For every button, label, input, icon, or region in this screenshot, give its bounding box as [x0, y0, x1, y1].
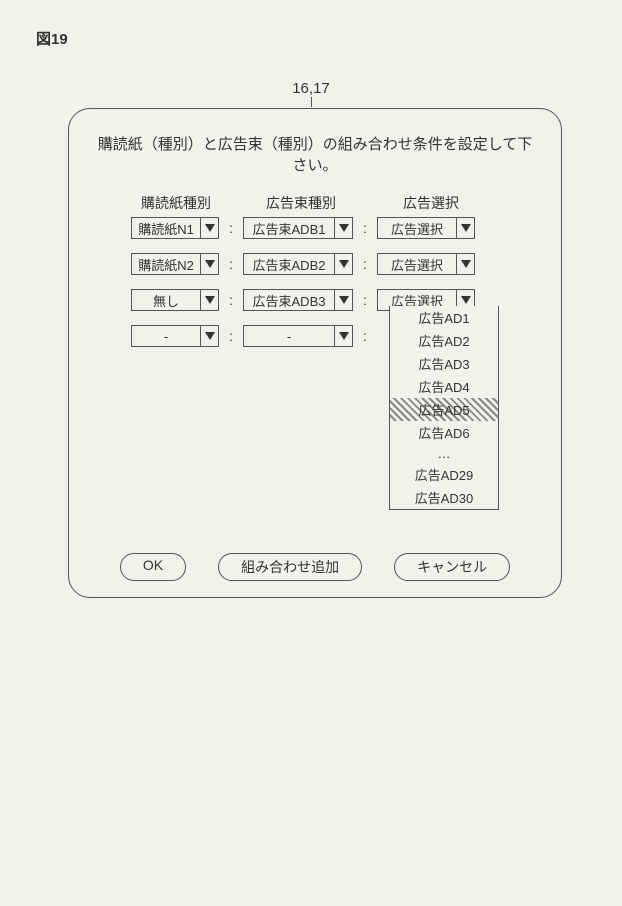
separator: : [219, 328, 243, 344]
dropdown-value: 広告束ADB3 [244, 290, 334, 310]
adbundle-dropdown[interactable]: - [243, 325, 353, 347]
separator: : [219, 292, 243, 308]
dropdown-value: 広告束ADB1 [244, 218, 334, 238]
adselect-options-list[interactable]: 広告AD1広告AD2広告AD3広告AD4広告AD5広告AD6…広告AD29広告A… [389, 306, 499, 510]
dropdown-value: 購読紙N2 [132, 254, 200, 274]
list-item[interactable]: 広告AD4 [390, 375, 498, 398]
adbundle-dropdown[interactable]: 広告束ADB3 [243, 289, 353, 311]
chevron-down-icon [200, 326, 218, 346]
condition-row: 購読紙N2 : 広告束ADB2 : 広告選択 [131, 253, 537, 275]
dropdown-value: 購読紙N1 [132, 218, 200, 238]
adbundle-dropdown[interactable]: 広告束ADB2 [243, 253, 353, 275]
subscription-dropdown[interactable]: 購読紙N1 [131, 217, 219, 239]
header-subscription: 購読紙種別 [131, 193, 221, 213]
chevron-down-icon [456, 254, 474, 274]
chevron-down-icon [456, 218, 474, 238]
adbundle-dropdown[interactable]: 広告束ADB1 [243, 217, 353, 239]
separator: : [353, 220, 377, 236]
chevron-down-icon [200, 218, 218, 238]
add-combination-button[interactable]: 組み合わせ追加 [218, 553, 362, 581]
subscription-dropdown[interactable]: - [131, 325, 219, 347]
list-item[interactable]: 広告AD30 [390, 486, 498, 509]
separator: : [353, 328, 377, 344]
list-item[interactable]: 広告AD6 [390, 421, 498, 444]
separator: : [219, 256, 243, 272]
subscription-dropdown[interactable]: 無し [131, 289, 219, 311]
dropdown-value: 広告束ADB2 [244, 254, 334, 274]
dropdown-value: 無し [132, 290, 200, 310]
reference-label: 16,17 [0, 80, 622, 97]
settings-dialog: 購読紙（種別）と広告束（種別）の組み合わせ条件を設定して下さい。 購読紙種別 広… [68, 108, 562, 598]
dropdown-value: - [244, 326, 334, 346]
separator: : [353, 256, 377, 272]
chevron-down-icon [334, 218, 352, 238]
chevron-down-icon [334, 254, 352, 274]
list-item[interactable]: 広告AD29 [390, 463, 498, 486]
dropdown-value: - [132, 326, 200, 346]
ok-button[interactable]: OK [120, 553, 186, 581]
list-item[interactable]: … [390, 444, 498, 463]
list-item[interactable]: 広告AD5 [390, 398, 498, 421]
adselect-dropdown[interactable]: 広告選択 [377, 253, 475, 275]
dropdown-value: 広告選択 [378, 218, 456, 238]
column-headers: 購読紙種別 広告束種別 広告選択 [131, 193, 537, 213]
separator: : [353, 292, 377, 308]
header-adbundle: 広告束種別 [245, 193, 357, 213]
dialog-buttons: OK 組み合わせ追加 キャンセル [69, 553, 561, 581]
header-adselect: 広告選択 [381, 193, 481, 213]
subscription-dropdown[interactable]: 購読紙N2 [131, 253, 219, 275]
list-item[interactable]: 広告AD2 [390, 329, 498, 352]
chevron-down-icon [200, 290, 218, 310]
list-item[interactable]: 広告AD3 [390, 352, 498, 375]
chevron-down-icon [200, 254, 218, 274]
condition-row: 購読紙N1 : 広告束ADB1 : 広告選択 [131, 217, 537, 239]
list-item[interactable]: 広告AD1 [390, 306, 498, 329]
separator: : [219, 220, 243, 236]
chevron-down-icon [334, 326, 352, 346]
adselect-dropdown[interactable]: 広告選択 [377, 217, 475, 239]
cancel-button[interactable]: キャンセル [394, 553, 510, 581]
figure-label: 図19 [36, 28, 68, 49]
leader-line [311, 97, 312, 107]
instruction-text: 購読紙（種別）と広告束（種別）の組み合わせ条件を設定して下さい。 [93, 133, 537, 175]
dropdown-value: 広告選択 [378, 254, 456, 274]
chevron-down-icon [334, 290, 352, 310]
